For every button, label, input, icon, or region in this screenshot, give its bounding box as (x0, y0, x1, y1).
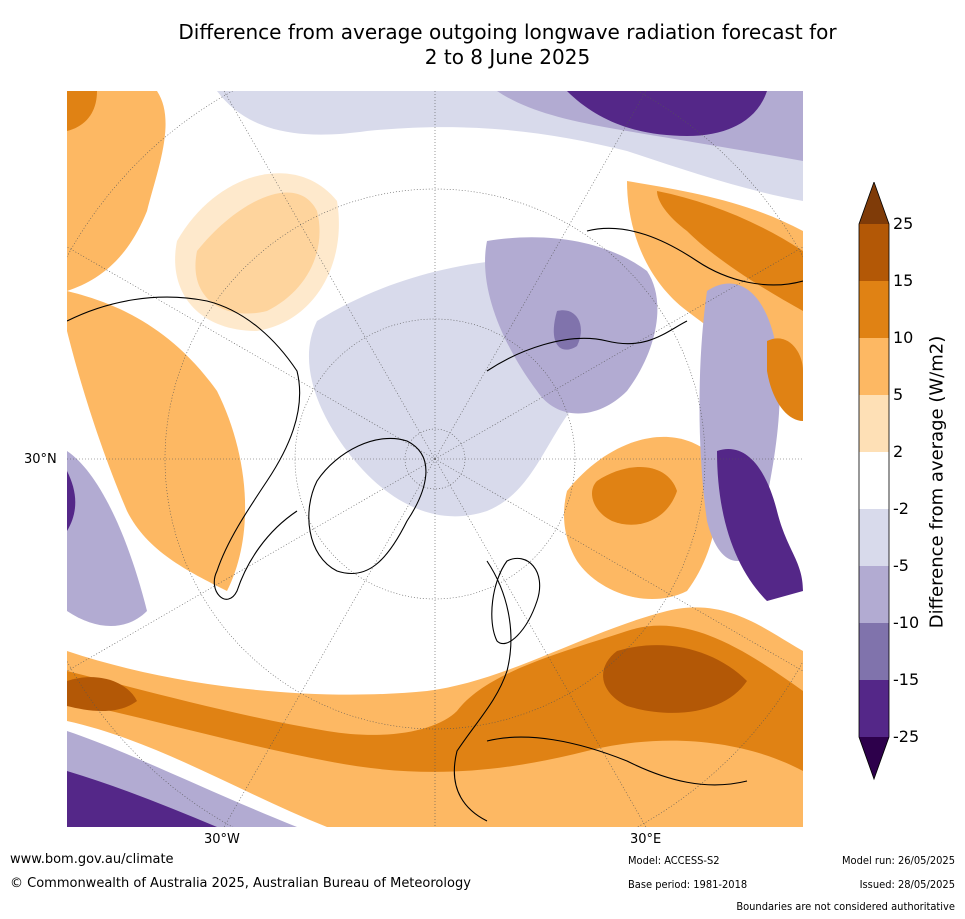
colorbar-outline (858, 182, 890, 781)
base-period-text: Base period: 1981-2018 (628, 878, 748, 891)
coastlines (67, 227, 803, 822)
colorbar-extend-high (859, 182, 889, 224)
orange-field-left (67, 291, 246, 591)
colorbar-extend-low (859, 737, 889, 779)
colorbar (858, 182, 890, 781)
colorbar-band (859, 452, 889, 509)
purple-field-left-edge (67, 451, 147, 626)
title-line-2: 2 to 8 June 2025 (424, 45, 591, 69)
colorbar-band (859, 281, 889, 338)
dark-orange-right (657, 191, 803, 311)
colorbar-tick: -25 (893, 727, 920, 746)
dark-purple-right (717, 449, 803, 601)
dark-orange-top-left (67, 91, 97, 131)
deep-purple-bottom-left (67, 771, 217, 827)
coast-scandinavia (491, 557, 541, 644)
colorbar-band (859, 338, 889, 395)
colorbar-tick: -15 (893, 670, 920, 689)
purple-top (567, 91, 767, 136)
coast-europe (453, 560, 512, 822)
model-run-text: Model run: 26/05/2025 (842, 854, 955, 867)
coast-north-america (67, 296, 301, 600)
coast-greenland (308, 437, 427, 575)
orange-far-right (767, 338, 803, 421)
colorbar-tick: -5 (893, 556, 909, 575)
colorbar-band (859, 680, 889, 737)
colorbar-border (858, 182, 890, 781)
colorbar-segments (859, 182, 889, 779)
colorbar-tick: -2 (893, 499, 909, 518)
orange-field-top-left (67, 91, 166, 291)
colorbar-label: Difference from average (W/m2) (926, 335, 948, 629)
title-line-1: Difference from average outgoing longwav… (178, 20, 837, 44)
colorbar-band (859, 509, 889, 566)
coast-asia-east (586, 227, 803, 286)
colorbar-band (859, 623, 889, 680)
brown-core-bottom (603, 645, 747, 713)
brown-core-left (67, 677, 137, 711)
colorbar-band (859, 566, 889, 623)
lon-label-30w: 30°W (204, 832, 240, 847)
issued-text: Issued: 28/05/2025 (859, 878, 955, 891)
coast-siberia (486, 320, 688, 372)
website-link[interactable]: www.bom.gov.au/climate (10, 852, 174, 867)
colorbar-tick: 5 (893, 385, 904, 404)
chart-title: Difference from average outgoing longwav… (150, 20, 865, 70)
graticule-60n (294, 318, 576, 600)
dark-orange-mid-right (592, 467, 677, 525)
lon-label-30e: 30°E (630, 832, 662, 847)
light-orange-upper-left (175, 173, 339, 331)
model-text: Model: ACCESS-S2 (628, 854, 720, 867)
colorbar-tick: -10 (893, 613, 920, 632)
map-svg (67, 91, 803, 827)
coast-med (486, 736, 748, 786)
dark-purple-left-edge (67, 471, 76, 531)
olr-anomaly-map (67, 91, 803, 827)
colorbar-tick: 15 (893, 271, 914, 290)
lat-label-30n: 30°N (24, 452, 57, 467)
graticule (67, 91, 803, 827)
disclaimer-text: Boundaries are not considered authoritat… (736, 900, 955, 913)
colorbar-tick: 25 (893, 214, 914, 233)
colorbar-band (859, 395, 889, 452)
colorbar-tick: 10 (893, 328, 914, 347)
colorbar-band (859, 224, 889, 281)
copyright-text: © Commonwealth of Australia 2025, Austra… (10, 876, 471, 891)
dark-lilac-siberia (553, 310, 581, 350)
colorbar-tick: 2 (893, 442, 904, 461)
